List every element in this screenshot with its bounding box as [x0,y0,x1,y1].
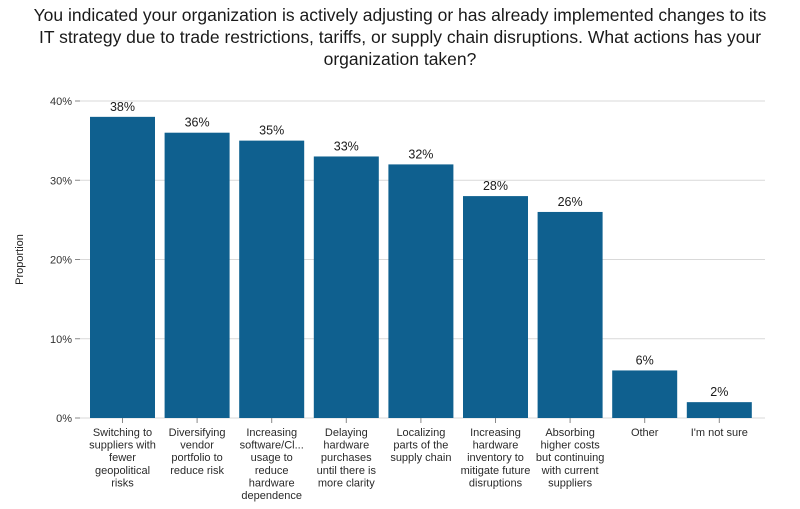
category-label: Increasing [246,427,297,439]
category-label: reduce [255,465,289,477]
category-label: geopolitical [95,465,150,477]
category-label: higher costs [540,440,600,452]
bar [537,211,603,418]
category-label: portfolio to [171,452,222,464]
data-label: 2% [710,385,728,399]
bar [463,196,528,418]
category-label: fewer [109,452,136,464]
category-label: reduce risk [170,465,224,477]
category-label: dependence [241,490,302,502]
category-label: hardware [249,477,295,489]
data-label: 6% [636,353,654,367]
category-label: Other [631,427,659,439]
category-label: hardware [473,440,519,452]
y-axis-title: Proportion [14,234,26,285]
y-tick-label: 40% [50,96,72,108]
data-label: 32% [408,147,433,161]
data-label: 26% [558,195,583,209]
category-label: risks [111,477,134,489]
bar [90,116,155,418]
data-label: 28% [483,179,508,193]
data-label: 33% [334,139,359,153]
chart-title: You indicated your organization is activ… [0,4,800,70]
category-label: hardware [323,440,369,452]
data-label: 38% [110,100,135,114]
chart-title-line: organization taken? [323,49,477,69]
category-label: Delaying [325,427,368,439]
bar [239,140,305,418]
data-label: 36% [185,116,210,130]
category-label: inventory to [467,452,524,464]
category-label: more clarity [318,477,375,489]
category-label: mitigate future [461,465,531,477]
category-label: suppliers [548,477,593,489]
category-label: Diversifying [169,427,226,439]
bar [388,164,454,418]
bar [313,156,379,418]
category-label: Increasing [470,427,521,439]
category-label: disruptions [469,477,523,489]
y-tick-label: 0% [56,413,72,425]
bar [686,402,752,418]
category-label: Switching to [93,427,152,439]
chart-title-line: You indicated your organization is activ… [33,5,767,25]
y-tick-label: 30% [50,175,72,187]
category-label: parts of the [393,440,448,452]
category-label: suppliers with [89,440,156,452]
y-tick-label: 20% [50,255,72,267]
category-label: but continuing [536,452,605,464]
category-label: purchases [321,452,372,464]
category-label: Localizing [396,427,445,439]
y-tick-label: 10% [50,334,72,346]
bar [612,370,678,418]
chart-title-line: IT strategy due to trade restrictions, t… [38,27,762,47]
category-label: usage to [251,452,293,464]
category-label: software/Cl... [240,440,304,452]
bar [164,132,230,418]
data-label: 35% [259,124,284,138]
category-label: Absorbing [545,427,595,439]
category-label: until there is [317,465,377,477]
category-label: supply chain [390,452,451,464]
category-label: vendor [180,440,214,452]
category-label: with current [541,465,599,477]
category-label: I'm not sure [691,427,748,439]
